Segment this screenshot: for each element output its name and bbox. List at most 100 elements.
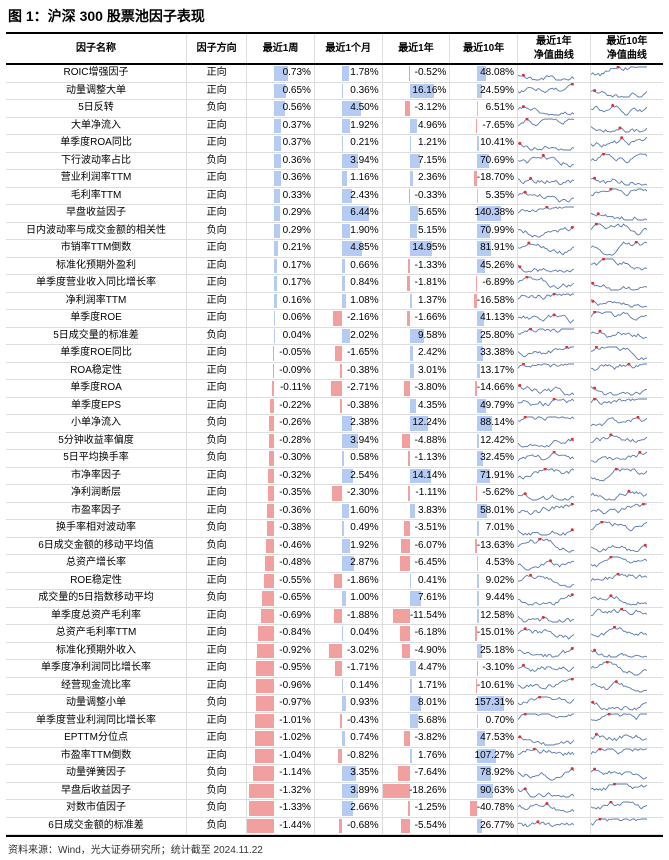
nav1y-cell [518, 240, 591, 258]
col-1y: 最近1年 [382, 34, 450, 64]
nav1y-cell [518, 765, 591, 783]
sparkline [591, 171, 647, 186]
factor-name: 单季度营业收入同比增长率 [6, 275, 187, 293]
nav1y-cell [518, 117, 591, 135]
sparkline [518, 801, 574, 816]
factor-name: 早盘收益因子 [6, 205, 187, 223]
col-1m: 最近1个月 [314, 34, 382, 64]
value-cell: -1.33% [247, 800, 315, 818]
factor-direction: 正向 [187, 502, 247, 520]
nav1y-cell [518, 380, 591, 398]
value-cell: -1.81% [382, 275, 450, 293]
factor-name: ROE稳定性 [6, 572, 187, 590]
value-cell: 0.58% [314, 450, 382, 468]
sparkline [591, 521, 647, 536]
nav10y-cell [590, 660, 663, 678]
value-cell: 0.84% [314, 275, 382, 293]
value-cell: -0.82% [314, 747, 382, 765]
table-row: 换手率相对波动率负向-0.38%0.49%-3.51%7.01% [6, 520, 663, 538]
factor-direction: 正向 [187, 205, 247, 223]
sparkline [591, 83, 647, 98]
nav1y-cell [518, 467, 591, 485]
table-row: ROIC增强因子正向0.73%1.78%-0.52%48.08% [6, 64, 663, 82]
sparkline [591, 381, 647, 396]
factor-name: 净利润断层 [6, 485, 187, 503]
value-cell: 4.47% [382, 660, 450, 678]
value-cell: 0.17% [247, 275, 315, 293]
sparkline [591, 153, 647, 168]
sparkline [591, 608, 647, 623]
nav10y-cell [590, 275, 663, 293]
factor-name: 对数市值因子 [6, 800, 187, 818]
nav1y-cell [518, 660, 591, 678]
value-cell: 25.18% [450, 642, 518, 660]
value-cell: -3.82% [382, 730, 450, 748]
value-cell: -0.05% [247, 345, 315, 363]
sparkline [518, 223, 574, 238]
nav10y-cell [590, 345, 663, 363]
nav1y-cell [518, 642, 591, 660]
nav10y-cell [590, 502, 663, 520]
value-cell: -0.48% [247, 555, 315, 573]
value-cell: 0.36% [247, 170, 315, 188]
table-row: 动量调整大单正向0.65%0.36%16.16%24.59% [6, 82, 663, 100]
sparkline [518, 626, 574, 641]
sparkline [518, 381, 574, 396]
value-cell: -2.71% [314, 380, 382, 398]
value-cell: 0.37% [247, 135, 315, 153]
table-row: 成交量的5日指数移动平均负向-0.65%1.00%7.61%9.44% [6, 590, 663, 608]
factor-name: 下行波动率占比 [6, 152, 187, 170]
value-cell: 2.43% [314, 187, 382, 205]
nav10y-cell [590, 310, 663, 328]
nav1y-cell [518, 485, 591, 503]
value-cell: -0.97% [247, 695, 315, 713]
factor-name: 5分钟收益率偏度 [6, 432, 187, 450]
value-cell: -13.63% [450, 537, 518, 555]
col-nav-1y: 最近1年净值曲线 [518, 34, 591, 64]
value-cell: -3.02% [314, 642, 382, 660]
nav1y-cell [518, 747, 591, 765]
value-cell: 14.14% [382, 467, 450, 485]
sparkline [518, 188, 574, 203]
table-row: 总资产增长率正向-0.48%2.87%-6.45%4.53% [6, 555, 663, 573]
factor-direction: 负向 [187, 520, 247, 538]
value-cell: -10.61% [450, 677, 518, 695]
value-cell: 41.13% [450, 310, 518, 328]
value-cell: 3.94% [314, 432, 382, 450]
value-cell: 1.37% [382, 292, 450, 310]
value-cell: -1.11% [382, 485, 450, 503]
sparkline [591, 643, 647, 658]
value-cell: -1.02% [247, 730, 315, 748]
value-cell: -5.62% [450, 485, 518, 503]
value-cell: -0.69% [247, 607, 315, 625]
value-cell: -18.70% [450, 170, 518, 188]
factor-name: 小单净流入 [6, 415, 187, 433]
value-cell: 3.83% [382, 502, 450, 520]
factor-direction: 正向 [187, 572, 247, 590]
table-row: ROE稳定性正向-0.55%-1.86%0.41%9.02% [6, 572, 663, 590]
value-cell: -6.45% [382, 555, 450, 573]
factor-direction: 正向 [187, 292, 247, 310]
table-row: 经营现金流比率正向-0.96%0.14%1.71%-10.61% [6, 677, 663, 695]
value-cell: 32.45% [450, 450, 518, 468]
table-row: 市盈率因子正向-0.36%1.60%3.83%58.01% [6, 502, 663, 520]
value-cell: 6.44% [314, 205, 382, 223]
value-cell: 45.26% [450, 257, 518, 275]
value-cell: -15.01% [450, 625, 518, 643]
value-cell: 2.38% [314, 415, 382, 433]
value-cell: -1.65% [314, 345, 382, 363]
value-cell: 4.96% [382, 117, 450, 135]
value-cell: 0.65% [247, 82, 315, 100]
value-cell: 0.16% [247, 292, 315, 310]
value-cell: 1.78% [314, 64, 382, 82]
nav10y-cell [590, 292, 663, 310]
value-cell: -4.88% [382, 432, 450, 450]
value-cell: -1.13% [382, 450, 450, 468]
table-row: 市销率TTM倒数正向0.21%4.85%14.95%81.91% [6, 240, 663, 258]
factor-name: 5日平均换手率 [6, 450, 187, 468]
sparkline [591, 66, 647, 81]
table-row: 大单净流入正向0.37%1.92%4.96%-7.65% [6, 117, 663, 135]
nav1y-cell [518, 257, 591, 275]
nav10y-cell [590, 485, 663, 503]
value-cell: 1.60% [314, 502, 382, 520]
